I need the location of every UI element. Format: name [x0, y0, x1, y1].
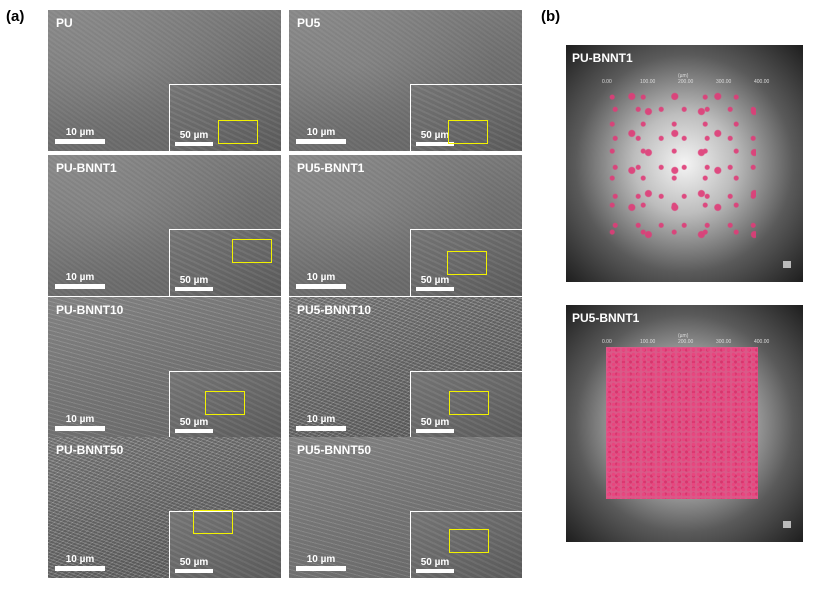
scale-bar: 10 µm — [55, 272, 105, 289]
sample-name: PU5-BNNT1 — [572, 311, 640, 325]
highlight-box — [193, 510, 233, 534]
highlight-box — [218, 120, 258, 144]
scale-bar: 10 µm — [55, 554, 105, 571]
scale-bar: 10 µm — [296, 272, 346, 289]
scale-bar-label: 10 µm — [306, 554, 336, 565]
axis-unit: (µm) — [678, 333, 689, 339]
sem-image: PU-BNNT50 10 µm 50 µm — [48, 437, 281, 578]
inset-scale-label: 50 µm — [179, 417, 209, 428]
sample-name: PU5-BNNT1 — [297, 161, 365, 175]
inset-scale-bar: 50 µm — [416, 130, 454, 146]
inset-scale-bar: 50 µm — [416, 275, 454, 291]
inset-image: 50 µm — [410, 511, 522, 578]
scale-bar-label: 10 µm — [65, 272, 95, 283]
inset-scale-bar: 50 µm — [416, 417, 454, 433]
sample-name: PU5 — [297, 16, 321, 30]
axis-tick: 300.00 — [716, 79, 732, 85]
axis-tick: 100.00 — [640, 339, 656, 345]
axis-tick: 300.00 — [716, 339, 732, 345]
sample-name: PU-BNNT50 — [56, 443, 124, 457]
inset-image: 50 µm — [410, 371, 522, 438]
highlight-box — [449, 529, 489, 553]
inset-scale-label: 50 µm — [179, 557, 209, 568]
sem-image: PU5-BNNT1 10 µm 50 µm — [289, 155, 522, 296]
scale-bar: 10 µm — [55, 127, 105, 144]
sem-image: PU5 10 µm 50 µm — [289, 10, 522, 151]
inset-scale-label: 50 µm — [420, 417, 450, 428]
axis-unit: (µm) — [678, 73, 689, 79]
inset-scale-bar: 50 µm — [175, 557, 213, 573]
axis-tick: 200.00 — [678, 79, 694, 85]
scale-bar-label: 10 µm — [306, 414, 336, 425]
inset-scale-label: 50 µm — [420, 557, 450, 568]
axis-tick: 0.00 — [602, 339, 612, 345]
inset-scale-bar: 50 µm — [175, 417, 213, 433]
panel-b-label: (b) — [541, 8, 561, 25]
inset-image: 50 µm — [169, 511, 281, 578]
sample-name: PU — [56, 16, 73, 30]
highlight-box — [449, 391, 489, 415]
sem-image: PU 10 µm 50 µm — [48, 10, 281, 151]
scale-bar: 10 µm — [296, 554, 346, 571]
sample-name: PU5-BNNT10 — [297, 303, 372, 317]
sem-image: PU5-BNNT10 10 µm 50 µm — [289, 297, 522, 438]
particle-cloud — [606, 89, 756, 239]
scale-bar-label: 10 µm — [65, 127, 95, 138]
panel-a-label: (a) — [6, 8, 25, 25]
highlight-box — [448, 120, 488, 144]
inset-scale-label: 50 µm — [179, 130, 209, 141]
inset-image: 50 µm — [169, 371, 281, 438]
inset-scale-bar: 50 µm — [175, 130, 213, 146]
sem-image: PU-BNNT1 10 µm 50 µm — [48, 155, 281, 296]
scale-bar: 10 µm — [296, 127, 346, 144]
inset-scale-label: 50 µm — [420, 130, 450, 141]
sem-image: PU5-BNNT50 10 µm 50 µm — [289, 437, 522, 578]
axis-tick: 100.00 — [640, 79, 656, 85]
highlight-box — [205, 391, 245, 415]
inset-image: 50 µm — [169, 229, 281, 296]
sample-name: PU-BNNT10 — [56, 303, 124, 317]
inset-image: 50 µm — [169, 84, 281, 151]
sample-name: PU5-BNNT50 — [297, 443, 372, 457]
confocal-image: PU5-BNNT1 (µm) 0.00 100.00 200.00 300.00 400.… — [566, 305, 803, 542]
inset-scale-bar: 50 µm — [175, 275, 213, 291]
highlight-box — [232, 239, 272, 263]
inset-image: 50 µm — [410, 229, 522, 296]
axis-tick: 400.00 — [754, 79, 770, 85]
sample-name: PU-BNNT1 — [572, 51, 633, 65]
scale-bar: 10 µm — [55, 414, 105, 431]
axis-gizmo-icon — [783, 521, 791, 528]
scale-bar-label: 10 µm — [65, 554, 95, 565]
confocal-image: PU-BNNT1 (µm) 0.00 100.00 200.00 300.00 400.0… — [566, 45, 803, 282]
axis-gizmo-icon — [783, 261, 791, 268]
sem-image: PU-BNNT10 10 µm 50 µm — [48, 297, 281, 438]
scale-bar-label: 10 µm — [65, 414, 95, 425]
scale-bar-label: 10 µm — [306, 272, 336, 283]
highlight-box — [447, 251, 487, 275]
scale-bar: 10 µm — [296, 414, 346, 431]
inset-scale-bar: 50 µm — [416, 557, 454, 573]
particle-cloud — [606, 347, 758, 499]
axis-tick: 200.00 — [678, 339, 694, 345]
sample-name: PU-BNNT1 — [56, 161, 117, 175]
axis-tick: 0.00 — [602, 79, 612, 85]
inset-scale-label: 50 µm — [179, 275, 209, 286]
inset-scale-label: 50 µm — [420, 275, 450, 286]
scale-bar-label: 10 µm — [306, 127, 336, 138]
axis-tick: 400.00 — [754, 339, 770, 345]
inset-image: 50 µm — [410, 84, 522, 151]
